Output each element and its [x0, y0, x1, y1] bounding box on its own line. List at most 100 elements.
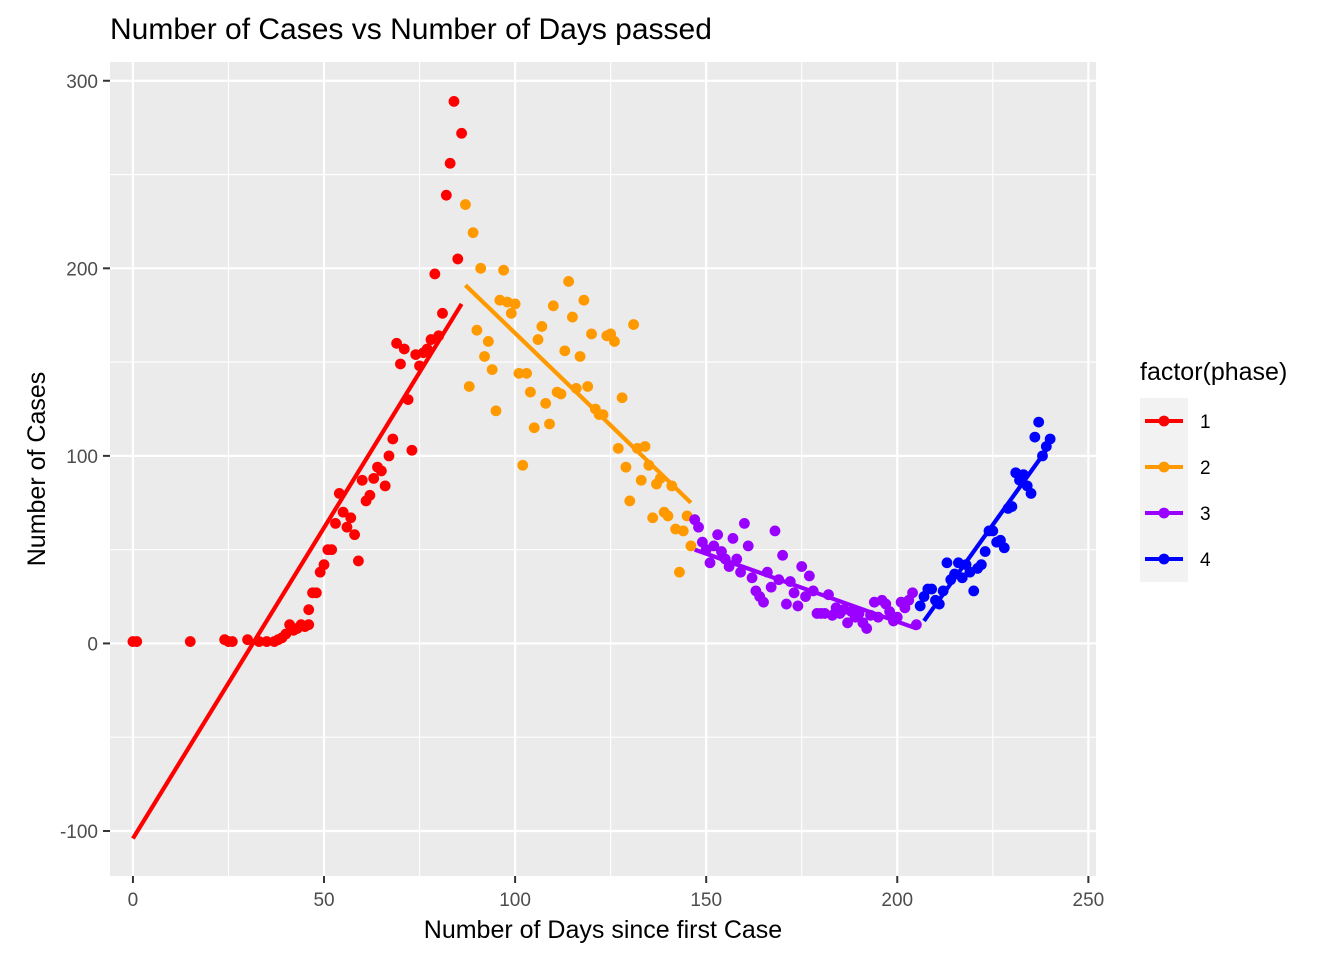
data-point-phase-1	[131, 636, 143, 647]
data-point-phase-4	[956, 572, 968, 584]
data-point-phase-3	[842, 617, 853, 629]
data-point-phase-2	[570, 382, 582, 394]
data-point-phase-4	[914, 600, 926, 612]
data-point-phase-2	[666, 480, 678, 492]
data-point-phase-3	[704, 557, 716, 569]
data-point-phase-2	[490, 405, 502, 417]
data-point-phase-2	[505, 307, 517, 319]
data-point-phase-2	[498, 264, 510, 276]
data-point-phase-4	[1017, 469, 1029, 481]
data-point-phase-1	[402, 394, 414, 406]
data-point-phase-2	[597, 409, 609, 421]
legend-label-2: 2	[1200, 458, 1211, 479]
data-point-phase-2	[639, 441, 651, 452]
data-point-phase-1	[364, 489, 376, 501]
data-point-phase-1	[330, 517, 341, 529]
data-point-phase-4	[968, 585, 980, 597]
data-point-phase-4	[987, 525, 999, 537]
data-point-phase-2	[482, 336, 494, 347]
data-point-phase-3	[773, 574, 785, 586]
legend-key-point-3	[1158, 507, 1170, 519]
y-tick-label: -100	[60, 822, 98, 843]
data-point-phase-3	[910, 619, 922, 631]
x-tick-label: 150	[690, 890, 722, 911]
data-point-phase-2	[567, 311, 578, 323]
data-point-phase-2	[467, 227, 479, 239]
data-point-phase-4	[975, 559, 987, 571]
x-axis-title: Number of Days since first Case	[424, 916, 782, 944]
data-point-phase-1	[429, 268, 441, 280]
data-point-phase-1	[253, 636, 265, 647]
data-point-phase-2	[609, 336, 620, 347]
data-point-phase-1	[433, 330, 445, 342]
x-tick-label: 250	[1073, 890, 1105, 911]
data-point-phase-2	[574, 351, 586, 362]
data-points	[127, 95, 1056, 647]
data-point-phase-3	[765, 581, 777, 593]
data-point-phase-1	[184, 636, 196, 647]
data-point-phase-2	[555, 388, 567, 400]
data-point-phase-3	[788, 587, 800, 599]
data-point-phase-1	[226, 636, 238, 647]
data-point-phase-2	[612, 442, 624, 454]
data-point-phase-3	[693, 521, 704, 533]
data-point-phase-1	[345, 512, 357, 524]
y-axis: -100 0 100 200 300	[60, 72, 110, 843]
data-point-phase-4	[979, 546, 991, 557]
data-point-phase-3	[796, 561, 808, 572]
y-tick-label: 300	[66, 72, 98, 93]
data-point-phase-1	[448, 95, 460, 107]
data-point-phase-1	[318, 559, 330, 571]
data-point-phase-3	[823, 589, 834, 601]
data-point-phase-4	[941, 557, 953, 569]
data-point-phase-2	[517, 459, 529, 471]
data-point-phase-2	[513, 367, 525, 379]
data-point-phase-2	[536, 321, 548, 332]
data-point-phase-3	[746, 572, 758, 584]
data-point-phase-2	[521, 367, 532, 379]
data-point-phase-3	[872, 611, 884, 623]
legend-key-point-4	[1158, 553, 1170, 565]
data-point-phase-3	[723, 561, 735, 572]
plot-panel	[110, 62, 1096, 876]
data-point-phase-2	[460, 199, 471, 210]
data-point-phase-2	[654, 472, 666, 484]
data-point-phase-4	[1037, 450, 1048, 462]
data-point-phase-4	[1029, 431, 1041, 443]
data-point-phase-3	[769, 525, 781, 537]
data-point-phase-3	[800, 591, 811, 602]
data-point-phase-3	[739, 517, 750, 529]
data-point-phase-2	[586, 328, 597, 340]
data-point-phase-2	[540, 397, 552, 409]
data-point-phase-1	[353, 555, 364, 567]
y-tick-label: 0	[87, 634, 98, 655]
data-point-phase-2	[647, 512, 659, 524]
data-point-phase-3	[807, 585, 819, 597]
data-point-phase-1	[379, 480, 391, 492]
x-tick-label: 100	[499, 890, 531, 911]
data-point-phase-2	[628, 319, 639, 330]
data-point-phase-3	[758, 596, 769, 608]
data-point-phase-3	[727, 532, 739, 544]
data-point-phase-3	[761, 566, 773, 578]
data-point-phase-1	[387, 433, 399, 445]
data-point-phase-1	[356, 474, 368, 486]
x-axis: 0 50 100 150 200 250	[128, 876, 1105, 911]
data-point-phase-3	[781, 598, 792, 610]
data-point-phase-4	[937, 585, 949, 597]
data-point-phase-3	[891, 611, 903, 623]
x-tick-label: 0	[128, 890, 139, 911]
data-point-phase-1	[310, 587, 322, 599]
data-point-phase-3	[735, 566, 746, 578]
data-point-phase-3	[792, 600, 804, 612]
data-point-phase-1	[421, 343, 433, 355]
data-point-phase-2	[544, 418, 555, 430]
data-point-phase-4	[933, 598, 945, 610]
data-point-phase-1	[303, 604, 315, 616]
data-point-phase-1	[437, 307, 448, 319]
data-point-phase-2	[463, 381, 475, 392]
data-point-phase-3	[731, 553, 743, 565]
data-point-phase-3	[708, 540, 720, 552]
data-point-phase-3	[861, 623, 873, 634]
